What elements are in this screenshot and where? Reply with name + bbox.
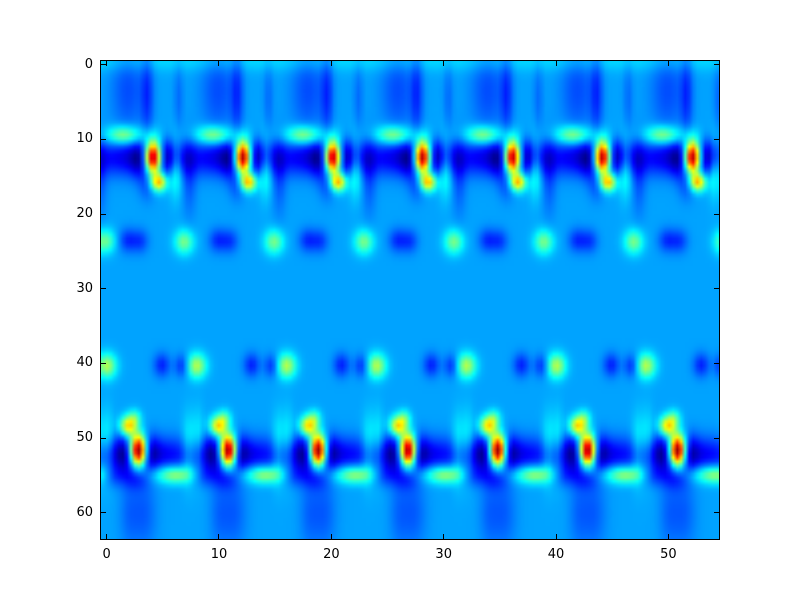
x-tick-mark-bottom xyxy=(218,534,220,539)
y-tick-mark-left xyxy=(101,512,106,514)
y-tick-label: 0 xyxy=(84,56,93,72)
x-tick-mark-top xyxy=(443,61,445,66)
x-tick-mark-bottom xyxy=(667,534,669,539)
y-tick-mark-left xyxy=(101,213,106,215)
x-tick-mark-bottom xyxy=(106,534,108,539)
y-tick-label: 20 xyxy=(76,206,93,222)
x-tick-mark-bottom xyxy=(555,534,557,539)
x-tick-mark-top xyxy=(330,61,332,66)
heatmap-image xyxy=(101,61,719,539)
y-tick-label: 60 xyxy=(76,504,93,520)
y-tick-mark-left xyxy=(101,138,106,140)
y-tick-mark-right xyxy=(714,437,719,439)
y-tick-mark-right xyxy=(714,64,719,66)
x-tick-mark-top xyxy=(555,61,557,66)
x-tick-label: 50 xyxy=(660,547,677,562)
y-tick-label: 10 xyxy=(76,131,93,147)
x-tick-mark-bottom xyxy=(443,534,445,539)
heatmap-plot xyxy=(100,60,720,540)
x-tick-label: 0 xyxy=(102,547,111,562)
y-tick-label: 30 xyxy=(76,280,93,296)
y-tick-label: 50 xyxy=(76,430,93,446)
y-tick-mark-right xyxy=(714,288,719,290)
x-tick-mark-bottom xyxy=(330,534,332,539)
x-tick-mark-top xyxy=(106,61,108,66)
y-tick-mark-left xyxy=(101,64,106,66)
y-tick-mark-left xyxy=(101,437,106,439)
y-tick-mark-right xyxy=(714,138,719,140)
x-tick-mark-top xyxy=(667,61,669,66)
y-tick-label: 40 xyxy=(76,355,93,371)
x-tick-mark-top xyxy=(218,61,220,66)
x-tick-label: 30 xyxy=(435,547,452,562)
y-tick-mark-right xyxy=(714,512,719,514)
y-tick-mark-right xyxy=(714,362,719,364)
x-tick-label: 20 xyxy=(323,547,340,562)
y-tick-mark-right xyxy=(714,213,719,215)
x-tick-label: 40 xyxy=(547,547,565,562)
x-tick-label: 10 xyxy=(210,547,228,562)
y-tick-mark-left xyxy=(101,362,106,364)
y-tick-mark-left xyxy=(101,288,106,290)
